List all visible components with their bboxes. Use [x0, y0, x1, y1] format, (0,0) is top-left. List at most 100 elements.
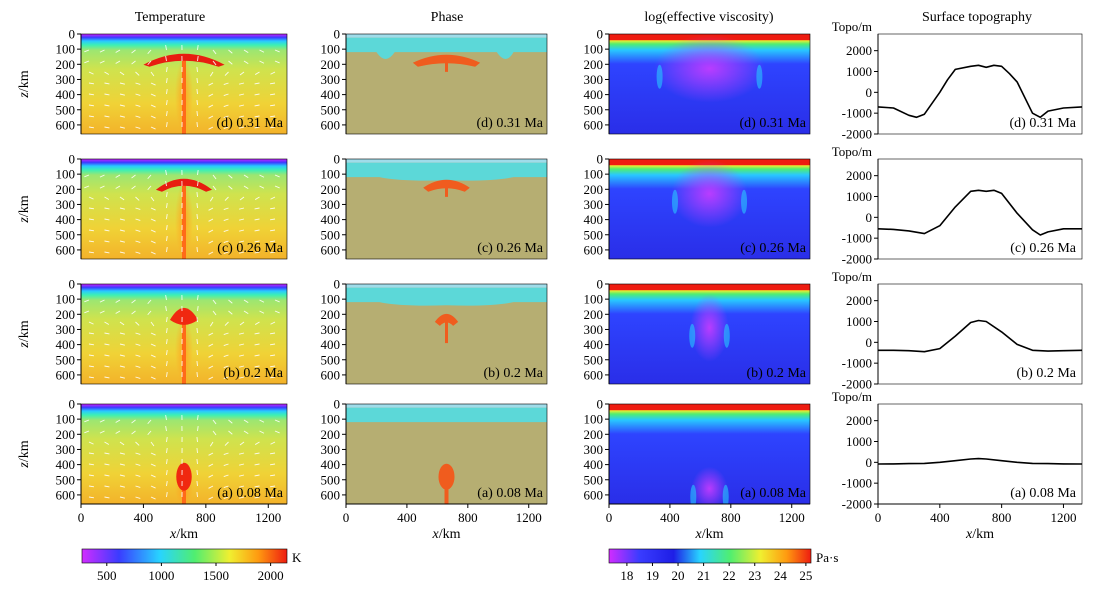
velocity-arrow — [131, 174, 136, 179]
x-tick-label: 800 — [196, 510, 216, 525]
velocity-arrow — [88, 104, 95, 107]
velocity-arrow — [119, 207, 125, 210]
velocity-arrow — [88, 485, 95, 488]
panel-label: (d) 0.31 Ma — [477, 116, 544, 131]
velocity-arrow — [135, 71, 140, 76]
plume-phase-tail — [444, 476, 449, 504]
velocity-arrow — [239, 332, 245, 335]
x-tick-label: 400 — [397, 510, 417, 525]
velocity-arrow — [270, 441, 276, 445]
y-tick-label: 500 — [584, 102, 604, 117]
velocity-arrow — [150, 485, 156, 489]
y-tick-label: 0 — [334, 397, 341, 412]
panel-label: (b) 0.2 Ma — [747, 366, 807, 381]
y-tick-label: -1000 — [842, 356, 872, 371]
velocity-arrow — [84, 310, 90, 314]
panel-label: (a) 0.08 Ma — [477, 486, 543, 501]
velocity-arrow — [135, 376, 141, 379]
y-tick-label: 200 — [56, 182, 76, 197]
y-tick-label: 0 — [866, 335, 873, 350]
velocity-arrow — [150, 365, 156, 369]
x-tick-label: 800 — [458, 510, 478, 525]
x-axis-label: x/km — [695, 527, 724, 542]
y-tick-label: 1000 — [846, 64, 872, 79]
x-tick-label: 400 — [134, 510, 154, 525]
velocity-arrow — [254, 463, 260, 466]
velocity-arrow — [259, 310, 265, 314]
velocity-arrow — [269, 229, 276, 232]
velocity-arrow — [254, 376, 260, 379]
velocity-arrow — [150, 332, 156, 336]
x-tick-label: 800 — [721, 510, 741, 525]
velocity-arrow — [135, 251, 141, 254]
velocity-arrow — [274, 299, 280, 303]
velocity-arrow — [147, 174, 152, 180]
panel-label: (a) 0.08 Ma — [1010, 486, 1076, 501]
velocity-arrow — [243, 299, 249, 304]
velocity-arrow — [88, 376, 95, 379]
velocity-arrow — [88, 71, 94, 75]
velocity-arrow — [88, 115, 95, 118]
low-viscosity-plume — [671, 159, 748, 228]
topo-axis-label: Topo/m — [832, 19, 872, 34]
plume-phase-tail — [445, 181, 448, 197]
topography-panel: -2000 -1000 0 1000 2000 Topo/m (a) 0.08 Ma — [832, 389, 1083, 512]
velocity-arrow — [150, 115, 156, 119]
velocity-arrow — [135, 474, 141, 477]
x-tick-label: 0 — [606, 510, 613, 525]
y-tick-label: 100 — [321, 42, 341, 57]
y-tick-label: 400 — [321, 87, 341, 102]
velocity-arrow — [84, 49, 90, 53]
velocity-arrow — [104, 71, 110, 75]
velocity-arrow — [269, 126, 276, 129]
velocity-arrow — [208, 474, 214, 478]
velocity-arrow — [166, 224, 168, 231]
velocity-arrow — [104, 93, 110, 96]
y-tick-label: 100 — [584, 167, 604, 182]
colorbar-tick-label: 1500 — [203, 568, 229, 583]
velocity-arrow — [99, 299, 105, 303]
viscosity-streak — [690, 484, 697, 504]
y-tick-label: 100 — [584, 42, 604, 57]
y-tick-label: 100 — [321, 167, 341, 182]
y-tick-label: 0 — [334, 277, 341, 292]
velocity-arrow — [269, 104, 276, 107]
velocity-arrow — [166, 235, 168, 242]
lithosphere-phase — [346, 162, 547, 181]
velocity-arrow — [115, 299, 121, 303]
velocity-arrow — [269, 365, 276, 368]
velocity-arrow — [269, 343, 276, 346]
x-axis-label: x/km — [169, 527, 198, 542]
velocity-arrow — [254, 321, 260, 325]
velocity-arrow — [88, 82, 95, 85]
velocity-arrow — [88, 452, 95, 455]
y-tick-label: 0 — [866, 455, 873, 470]
velocity-arrow — [239, 104, 245, 107]
colorbar-unit: K — [292, 550, 302, 565]
velocity-arrow — [104, 452, 110, 455]
velocity-arrow — [88, 196, 94, 200]
y-tick-label: 300 — [56, 72, 76, 87]
velocity-arrow — [104, 376, 110, 379]
velocity-arrow — [208, 354, 214, 358]
velocity-arrow — [196, 480, 198, 487]
velocity-arrow — [254, 93, 260, 96]
velocity-arrow — [119, 126, 125, 129]
velocity-arrow — [166, 316, 168, 323]
y-tick-label: 0 — [69, 397, 76, 412]
velocity-arrow — [150, 474, 156, 478]
velocity-arrow — [196, 202, 198, 209]
y-tick-label: 0 — [597, 397, 604, 412]
panel-label: (d) 0.31 Ma — [217, 116, 284, 131]
lithosphere-phase — [346, 37, 547, 60]
velocity-arrow — [259, 60, 265, 64]
temperature-field — [81, 34, 287, 134]
x-axis-label: x/km — [965, 527, 994, 542]
velocity-arrow — [119, 93, 125, 96]
velocity-arrow — [135, 207, 141, 210]
y-tick-label: 600 — [56, 367, 76, 382]
velocity-arrow — [228, 185, 233, 190]
